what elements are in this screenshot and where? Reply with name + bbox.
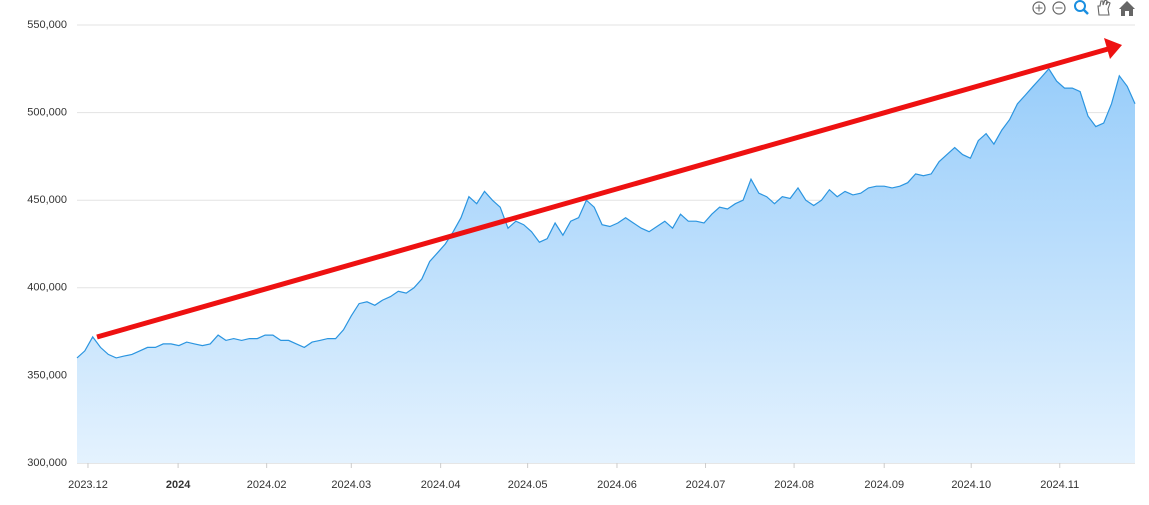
- zoom-out-button[interactable]: [1052, 1, 1066, 15]
- plot-area: 300,000 350,000 400,000 450,000 500,000 550,0…: [27, 19, 1136, 491]
- x-tick-label: 2024.11: [1040, 479, 1079, 491]
- pan-button[interactable]: [1097, 0, 1111, 16]
- x-tick-label: 2024.08: [774, 479, 814, 491]
- x-tick-label: 2024.03: [331, 479, 371, 491]
- x-tick-label: 2024.09: [864, 479, 904, 491]
- x-tick-label: 2024.10: [951, 479, 991, 491]
- x-tick-label: 2024.05: [508, 479, 548, 491]
- area-line: [76, 67, 1136, 359]
- x-tick-label: 2024.04: [421, 479, 461, 491]
- x-tick-label: 2024: [166, 479, 191, 491]
- trend-arrow: [96, 38, 1122, 340]
- toolbar: [1032, 0, 1135, 16]
- x-tick-label: 2024.06: [597, 479, 637, 491]
- y-tick-label: 300,000: [27, 457, 67, 469]
- y-tick-label: 350,000: [27, 369, 67, 381]
- selection-zoom-button[interactable]: [1074, 0, 1089, 15]
- area-fill: [77, 68, 1135, 464]
- y-tick-label: 500,000: [27, 107, 67, 119]
- reset-button[interactable]: [1119, 1, 1135, 16]
- x-tick-label: 2023.12: [68, 479, 108, 491]
- y-tick-label: 550,000: [27, 19, 67, 31]
- zoom-in-button[interactable]: [1032, 1, 1046, 15]
- x-tick-label: 2024.07: [686, 479, 726, 491]
- y-tick-label: 450,000: [27, 194, 67, 206]
- x-tick-label: 2024.02: [247, 479, 287, 491]
- y-tick-label: 400,000: [27, 282, 67, 294]
